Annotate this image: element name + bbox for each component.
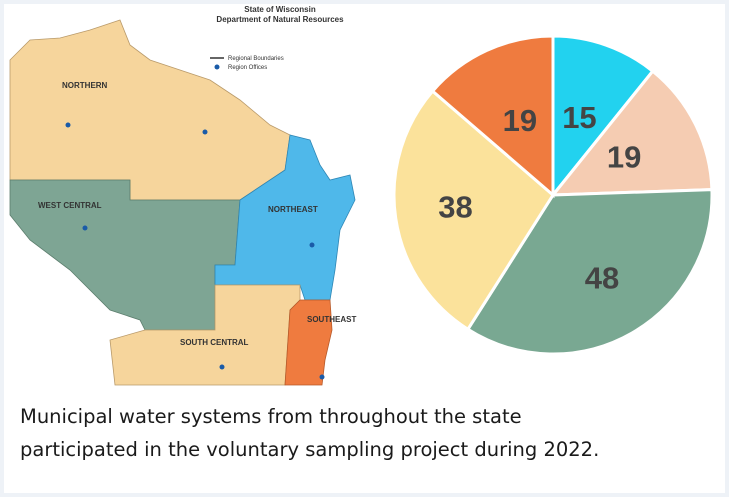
- pie-label: 19: [503, 103, 537, 138]
- region-label: SOUTH CENTRAL: [180, 338, 249, 347]
- region-label: NORTHERN: [62, 81, 108, 90]
- legend-dot: [214, 64, 220, 70]
- pie-slice: [465, 188, 714, 356]
- pie-slice: [392, 89, 555, 332]
- office-dot: [319, 374, 325, 380]
- region-northeast: [214, 134, 356, 301]
- office-dot: [202, 129, 208, 135]
- region-label: NORTHEAST: [268, 205, 318, 214]
- pie-label: 15: [562, 100, 596, 135]
- office-dot: [309, 242, 315, 248]
- pie-label: 38: [438, 190, 472, 225]
- region-label: SOUTHEAST: [307, 315, 356, 324]
- caption: participated in the voluntary sampling p…: [20, 438, 599, 461]
- map-title: State of Wisconsin: [244, 5, 316, 14]
- pie-label: 48: [585, 261, 619, 296]
- pie-slice: [430, 34, 555, 199]
- pie-slice: [551, 34, 655, 200]
- pie-slice: [549, 69, 714, 197]
- legend-label: Region Offices: [228, 65, 267, 71]
- legend-label: Regional Boundaries: [228, 56, 284, 62]
- map-subtitle: Department of Natural Resources: [216, 15, 344, 24]
- caption: Municipal water systems from throughout …: [20, 405, 522, 428]
- map: State of Wisconsin Department of Natural…: [9, 5, 356, 386]
- pie-label: 19: [607, 140, 641, 175]
- region-southeast: [284, 299, 333, 386]
- office-dot: [65, 122, 71, 128]
- pie-chart: 15 19 48 38 19: [392, 34, 714, 356]
- office-dot: [82, 225, 88, 231]
- region-label: WEST CENTRAL: [38, 201, 102, 210]
- office-dot: [219, 364, 225, 370]
